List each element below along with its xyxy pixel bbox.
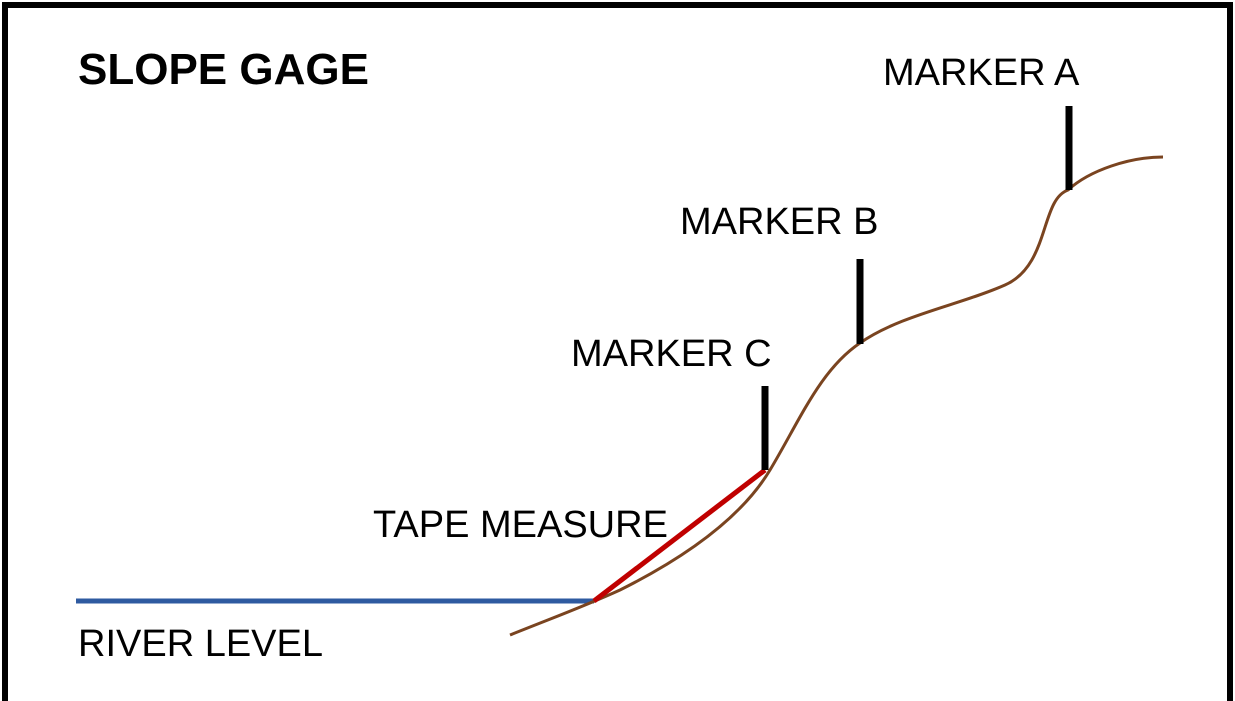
title: SLOPE GAGE [78,45,369,94]
river-level-label: RIVER LEVEL [78,623,323,665]
marker-a-label: MARKER A [883,52,1080,94]
tape-measure-label: TAPE MEASURE [373,504,668,546]
marker-c-label: MARKER C [571,333,772,375]
diagram: SLOPE GAGE MARKER A MARKER B MARKER C TA… [0,0,1235,701]
marker-b-label: MARKER B [680,201,878,243]
